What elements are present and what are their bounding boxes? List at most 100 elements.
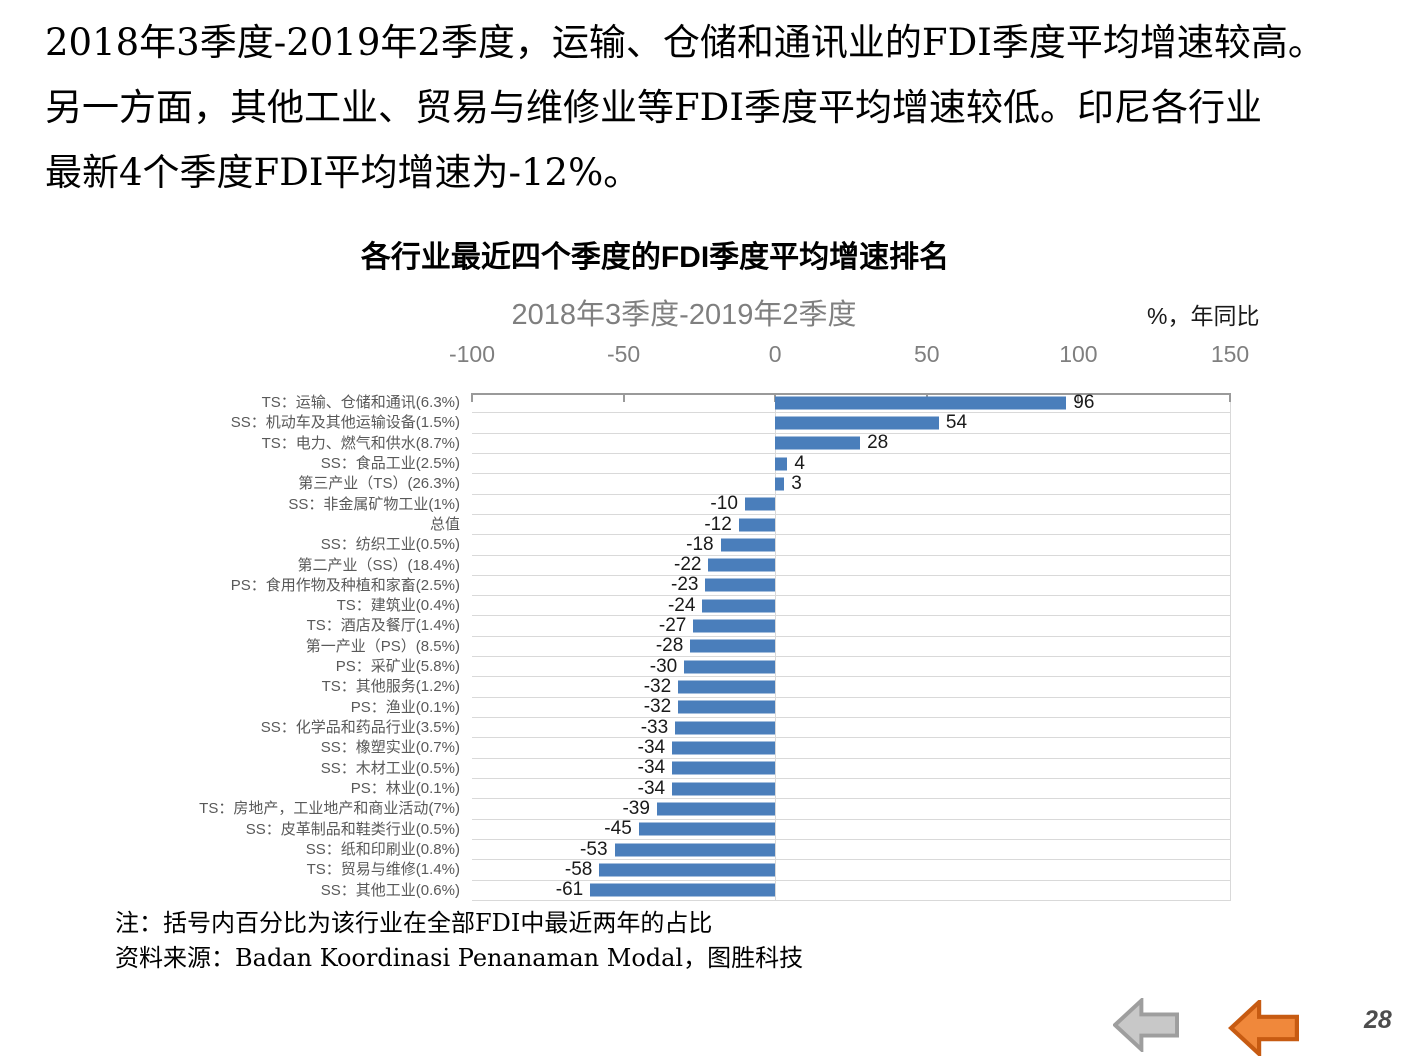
category-label: SS：机动车及其他运输设备(1.5%) [230,414,460,432]
category-label: TS：酒店及餐厅(1.4%) [306,617,460,635]
category-label: SS：其他工业(0.6%) [320,881,460,899]
x-axis-tick-label: 100 [1059,341,1098,367]
bar [678,680,776,694]
bar-value-label: -34 [637,777,666,799]
bar [693,619,776,633]
bar-value-label: -10 [710,493,738,515]
bar [744,497,776,511]
x-axis-tick-label: 50 [914,341,940,367]
left-arrow-icon [1228,997,1299,1058]
bar-value-label: 96 [1073,391,1095,413]
x-axis-tick-labels: -100 -50 0 50 100 150 [449,341,1249,373]
bar-value-label: 28 [867,432,889,454]
nav-back-button-gray[interactable] [1112,996,1179,1054]
bar [775,436,861,450]
chart-row: -34 [472,777,1230,800]
chart-row: -34 [472,736,1230,759]
bar [775,396,1067,410]
chart-row: 96 [472,391,1230,414]
x-axis-tick-label: 0 [768,341,782,367]
bar-value-label: -12 [704,513,732,535]
bar [678,700,776,714]
chart-row: -27 [472,615,1230,637]
bar-value-label: 54 [945,411,968,433]
x-axis-line [472,393,1230,395]
bar [672,782,776,796]
bar [656,802,776,816]
category-label: SS：化学品和药品行业(3.5%) [260,719,460,736]
chart-row: -32 [472,676,1230,698]
bar-value-label: -23 [671,574,699,596]
category-label: SS：橡塑实业(0.7%) [320,739,460,757]
chart-unit-label: %，年同比 [1147,303,1260,329]
intro-line-3: 最新4个季度FDI平均增速为-12%。 [45,151,641,194]
bar-value-label: -28 [655,635,684,657]
category-label: TS：电力、燃气和供水(8.7%) [261,434,460,452]
chart-footnote: 注：括号内百分比为该行业在全部FDI中最近两年的占比 [115,909,713,937]
chart-row: 3 [472,473,1230,495]
chart-row: -61 [472,879,1230,901]
bar [705,578,776,592]
category-label: SS：皮革制品和鞋类行业(0.5%) [245,820,460,838]
category-label: SS：纺织工业(0.5%) [320,536,460,554]
bar [638,822,776,836]
zero-gridline [775,393,777,901]
bar-value-label: -34 [637,736,666,758]
bar-value-label: -22 [674,554,702,576]
chart-row: 4 [472,452,1230,475]
x-axis-tick-label: 150 [1210,341,1250,367]
category-label: TS：房地产，工业地产和商业活动(7%) [199,800,460,818]
category-label: 第三产业（TS）(26.3%) [298,475,460,493]
chart-row: -10 [472,493,1230,515]
bar [614,843,776,857]
chart-row: -34 [472,757,1230,779]
bar [684,660,776,674]
bar-value-label: -24 [667,594,696,616]
bar-value-label: -53 [580,838,608,860]
nav-back-button-orange[interactable] [1225,997,1303,1058]
page-number: 28 [1364,1006,1392,1034]
chart-row: -22 [472,554,1230,576]
bar [675,721,776,735]
chart-row: -58 [472,859,1230,881]
category-label: TS：运输、仓储和通讯(6.3%) [261,394,460,411]
bar [738,518,776,532]
category-label: SS：纸和印刷业(0.8%) [305,840,460,858]
bar-value-label: -33 [640,716,669,738]
bar-value-label: 4 [794,452,805,474]
bar-value-label: -32 [643,676,672,698]
category-label: TS：建筑业(0.4%) [336,597,460,615]
bar [672,761,776,775]
intro-paragraph: 2018年3季度-2019年2季度，运输、仓储和通讯业的FDI季度平均增速较高。… [45,10,1405,205]
category-label: PS：林业(0.1%) [350,779,460,797]
chart-row: -33 [472,716,1230,739]
category-label: 第一产业（PS）(8.5%) [305,637,460,655]
chart-row: -12 [472,513,1230,536]
bar [599,863,776,877]
axis-tick-mark [622,393,625,402]
category-label: TS：贸易与维修(1.4%) [306,861,460,879]
bar-value-label: -18 [686,533,714,555]
intro-line-2: 另一方面，其他工业、贸易与维修业等FDI季度平均增速较低。印尼各行业 [45,86,1262,129]
category-labels-column: TS：运输、仓储和通讯(6.3%) SS：机动车及其他运输设备(1.5%) TS：电… [0,393,460,901]
x-axis-tick-label: -100 [448,341,496,367]
bar [775,416,939,430]
bar [775,477,785,491]
category-label: PS：食用作物及种植和家畜(2.5%) [230,576,460,594]
chart-row: -23 [472,574,1230,597]
bar [590,883,776,897]
category-label: 总值 [429,515,460,533]
chart-source: 资料来源：Badan Koordinasi Penanaman Modal，图胜… [115,944,804,972]
bar [708,558,776,572]
left-arrow-icon [1112,996,1179,1054]
plot-area: 96 54 28 4 3 -10 -12 -18 -22 -23 -24 -27 -28 -30 -32 -3… [471,391,1231,901]
category-label: SS：食品工业(2.5%) [320,454,460,472]
chart-subtitle: 2018年3季度-2019年2季度 [511,299,857,331]
bar-value-label: -34 [637,757,666,779]
bar-value-label: -61 [555,879,584,901]
chart-row: -53 [472,838,1230,861]
category-label: TS：其他服务(1.2%) [321,678,460,696]
chart-title: 各行业最近四个季度的FDI季度平均增速排名 [360,241,950,274]
bar-value-label: -39 [622,797,650,819]
